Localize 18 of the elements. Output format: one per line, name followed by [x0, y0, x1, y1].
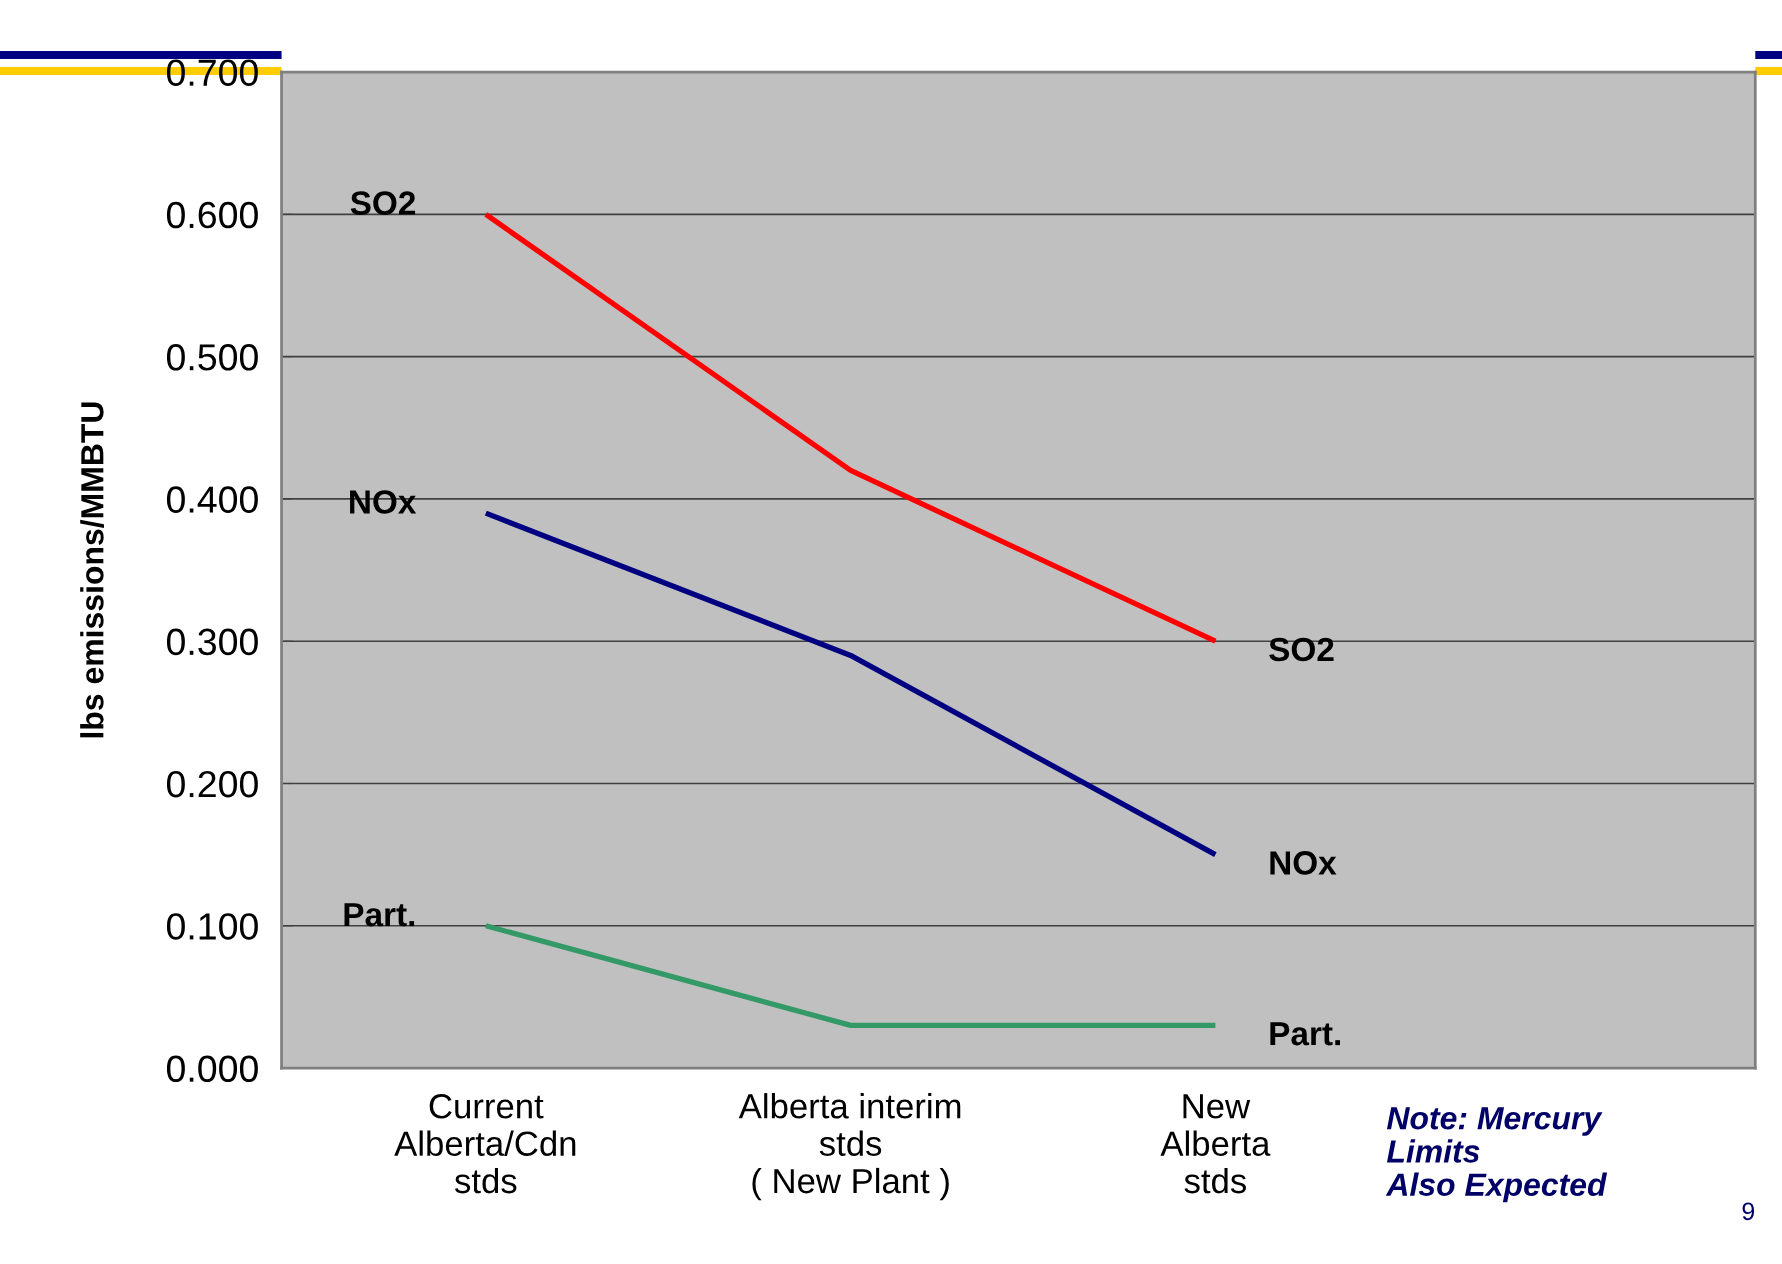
y-axis-title: lbs emissions/MMBTU: [80, 402, 104, 738]
y-tick-label: 0.600: [166, 201, 258, 229]
text: Part.: [344, 903, 415, 927]
x-tick-label: New Alberta stds: [1160, 1094, 1271, 1194]
series-label: Part.: [1270, 1022, 1340, 1046]
text: 9: [1742, 1202, 1755, 1221]
y-tick-label: 0.100: [166, 913, 258, 940]
x-tick-label: Alberta interim stds ( New Plant ): [738, 1093, 961, 1201]
series-label: SO2: [1269, 637, 1334, 662]
y-tick-label: 0.400: [166, 486, 258, 513]
y-tick-label: 0.300: [166, 628, 258, 656]
y-tick-label: 0.200: [166, 770, 258, 798]
y-tick-label: 0.000: [166, 1055, 258, 1083]
text: Note: Mercury Limits Also Expected: [1385, 1107, 1608, 1203]
x-tick-label: Current Alberta/Cdn stds: [394, 1094, 576, 1194]
text: SO2: [350, 191, 416, 215]
series-label: NOx: [1270, 851, 1337, 875]
y-tick-label: 0.500: [166, 344, 258, 371]
